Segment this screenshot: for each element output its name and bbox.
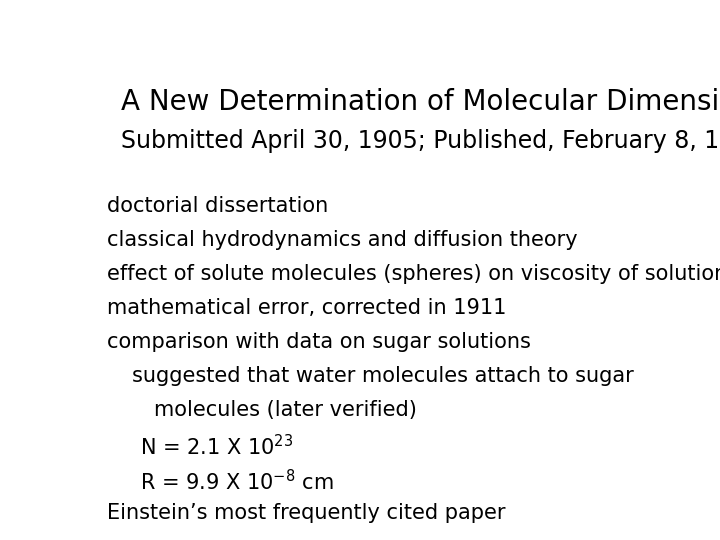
Text: classical hydrodynamics and diffusion theory: classical hydrodynamics and diffusion th… [107, 230, 577, 250]
Text: comparison with data on sugar solutions: comparison with data on sugar solutions [107, 332, 531, 352]
Text: R = 9.9 X 10$^{-8}$ cm: R = 9.9 X 10$^{-8}$ cm [140, 469, 334, 494]
Text: suggested that water molecules attach to sugar: suggested that water molecules attach to… [132, 366, 634, 386]
Text: Einstein’s most frequently cited paper: Einstein’s most frequently cited paper [107, 503, 505, 523]
Text: Submitted April 30, 1905; Published, February 8, 1906.: Submitted April 30, 1905; Published, Feb… [121, 129, 720, 153]
Text: effect of solute molecules (spheres) on viscosity of solution.: effect of solute molecules (spheres) on … [107, 264, 720, 284]
Text: doctorial dissertation: doctorial dissertation [107, 196, 328, 216]
Text: A New Determination of Molecular Dimensions: A New Determination of Molecular Dimensi… [121, 87, 720, 116]
Text: molecules (later verified): molecules (later verified) [154, 400, 417, 420]
Text: mathematical error, corrected in 1911: mathematical error, corrected in 1911 [107, 298, 506, 318]
Text: N = 2.1 X 10$^{23}$: N = 2.1 X 10$^{23}$ [140, 435, 294, 460]
